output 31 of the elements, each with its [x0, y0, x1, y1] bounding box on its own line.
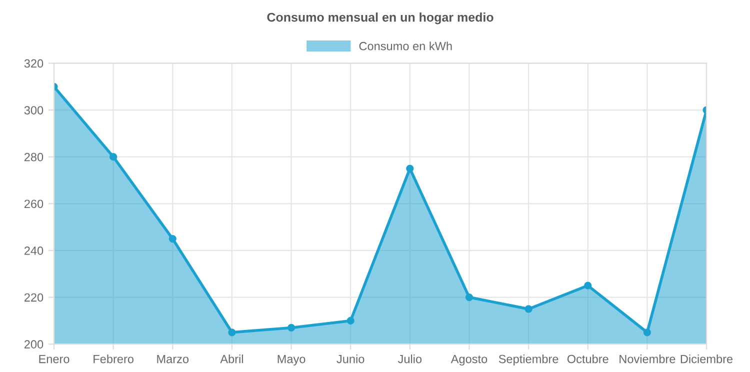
y-tick-label: 320: [24, 59, 44, 68]
point: [584, 282, 592, 290]
y-tick-label: 220: [24, 293, 44, 302]
x-tick-label: Octubre: [567, 354, 608, 364]
x-tick-label: Noviembre: [620, 354, 676, 364]
x-tick-label: Febrero: [94, 354, 134, 364]
y-tick-label: 200: [24, 340, 44, 348]
legend-label: Consumo en kWh: [359, 42, 452, 50]
point: [110, 153, 118, 161]
x-tick-label: Agosto: [450, 354, 488, 366]
point: [346, 316, 354, 325]
x-tick-label: Marzo: [157, 354, 189, 364]
x-tick-label: Junio: [336, 354, 364, 364]
y-tick-label: 300: [24, 106, 44, 114]
y-tick-label: 240: [24, 246, 44, 255]
x-tick-label: Diciembre: [680, 354, 733, 364]
x-tick-label: Septiembre: [498, 354, 558, 366]
point: [168, 234, 176, 243]
chart-title: Consumo mensual en un hogar medio: [267, 12, 494, 24]
point: [406, 164, 414, 172]
y-tick-label: 280: [24, 152, 44, 162]
point: [524, 305, 532, 313]
point: [228, 328, 236, 336]
x-tick-label: Enero: [39, 354, 70, 364]
x-tick-label: Mayo: [278, 354, 306, 366]
x-tick-label: Abril: [220, 354, 243, 364]
x-tick-label: Julio: [398, 354, 422, 364]
point: [643, 328, 651, 336]
point: [287, 324, 296, 332]
point: [465, 293, 474, 302]
y-tick-label: 260: [24, 200, 44, 208]
